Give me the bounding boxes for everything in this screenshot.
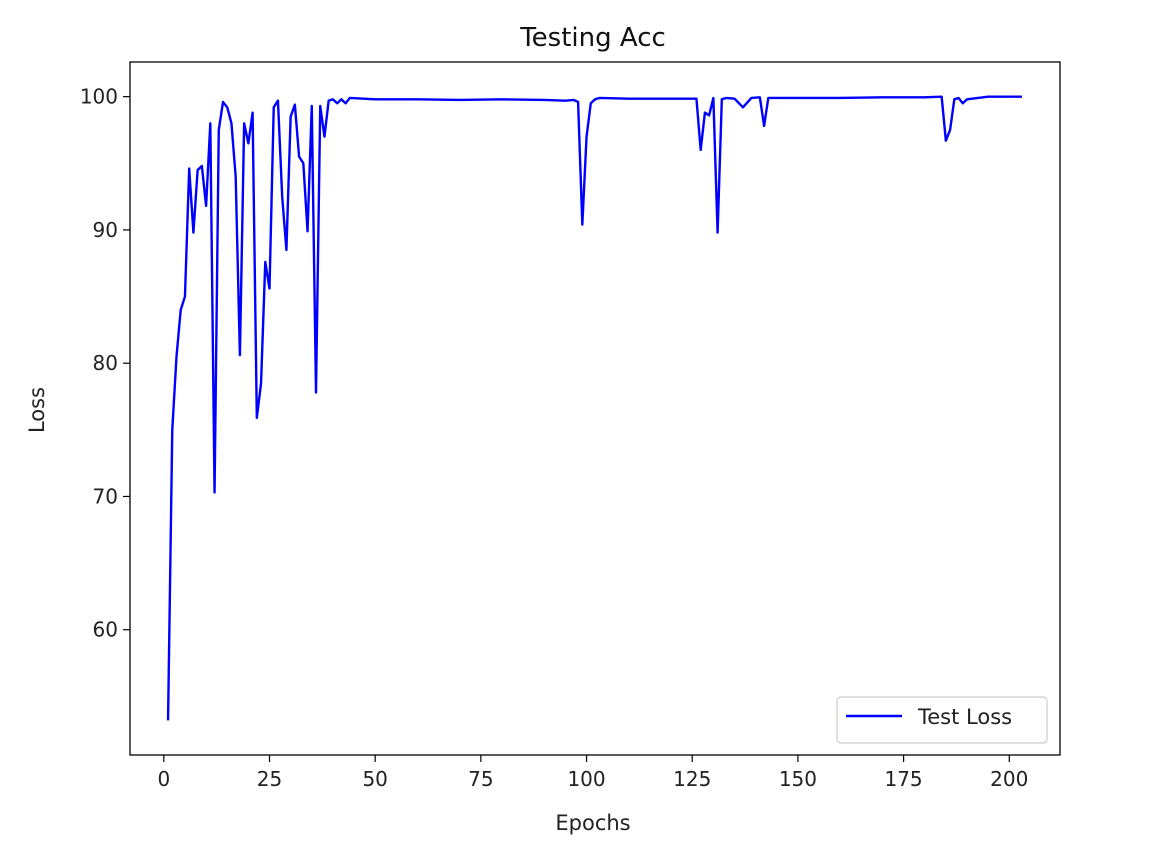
x-tick-label: 200 (990, 767, 1028, 791)
legend-label-test-loss: Test Loss (917, 705, 1012, 729)
y-tick-label: 60 (93, 618, 118, 642)
x-tick-label: 25 (257, 767, 282, 791)
y-tick-label: 70 (93, 484, 118, 508)
x-tick-label: 125 (673, 767, 711, 791)
x-tick-label: 75 (468, 767, 493, 791)
legend: Test Loss (836, 696, 1048, 744)
x-tick-label: 100 (567, 767, 605, 791)
x-tick-label: 0 (157, 767, 170, 791)
x-tick-label: 175 (884, 767, 922, 791)
y-axis-label: Loss (25, 387, 49, 433)
y-tick-label: 80 (93, 351, 118, 375)
plot-area: 0 25 50 75 100 125 150 175 200 60 70 80 90 100 (80, 61, 1061, 791)
series-line-test-loss (166, 95, 1022, 721)
x-axis-label: Epochs (555, 811, 630, 835)
chart-title: Testing Acc (519, 23, 666, 53)
x-tick-label: 50 (362, 767, 387, 791)
legend-box (836, 696, 1048, 744)
x-tick-label: 150 (779, 767, 817, 791)
x-axis: 0 25 50 75 100 125 150 175 200 (157, 755, 1028, 791)
y-tick-label: 100 (80, 85, 118, 109)
plot-frame (129, 61, 1061, 756)
y-tick-label: 90 (93, 218, 118, 242)
y-axis: 60 70 80 90 100 (80, 85, 130, 642)
